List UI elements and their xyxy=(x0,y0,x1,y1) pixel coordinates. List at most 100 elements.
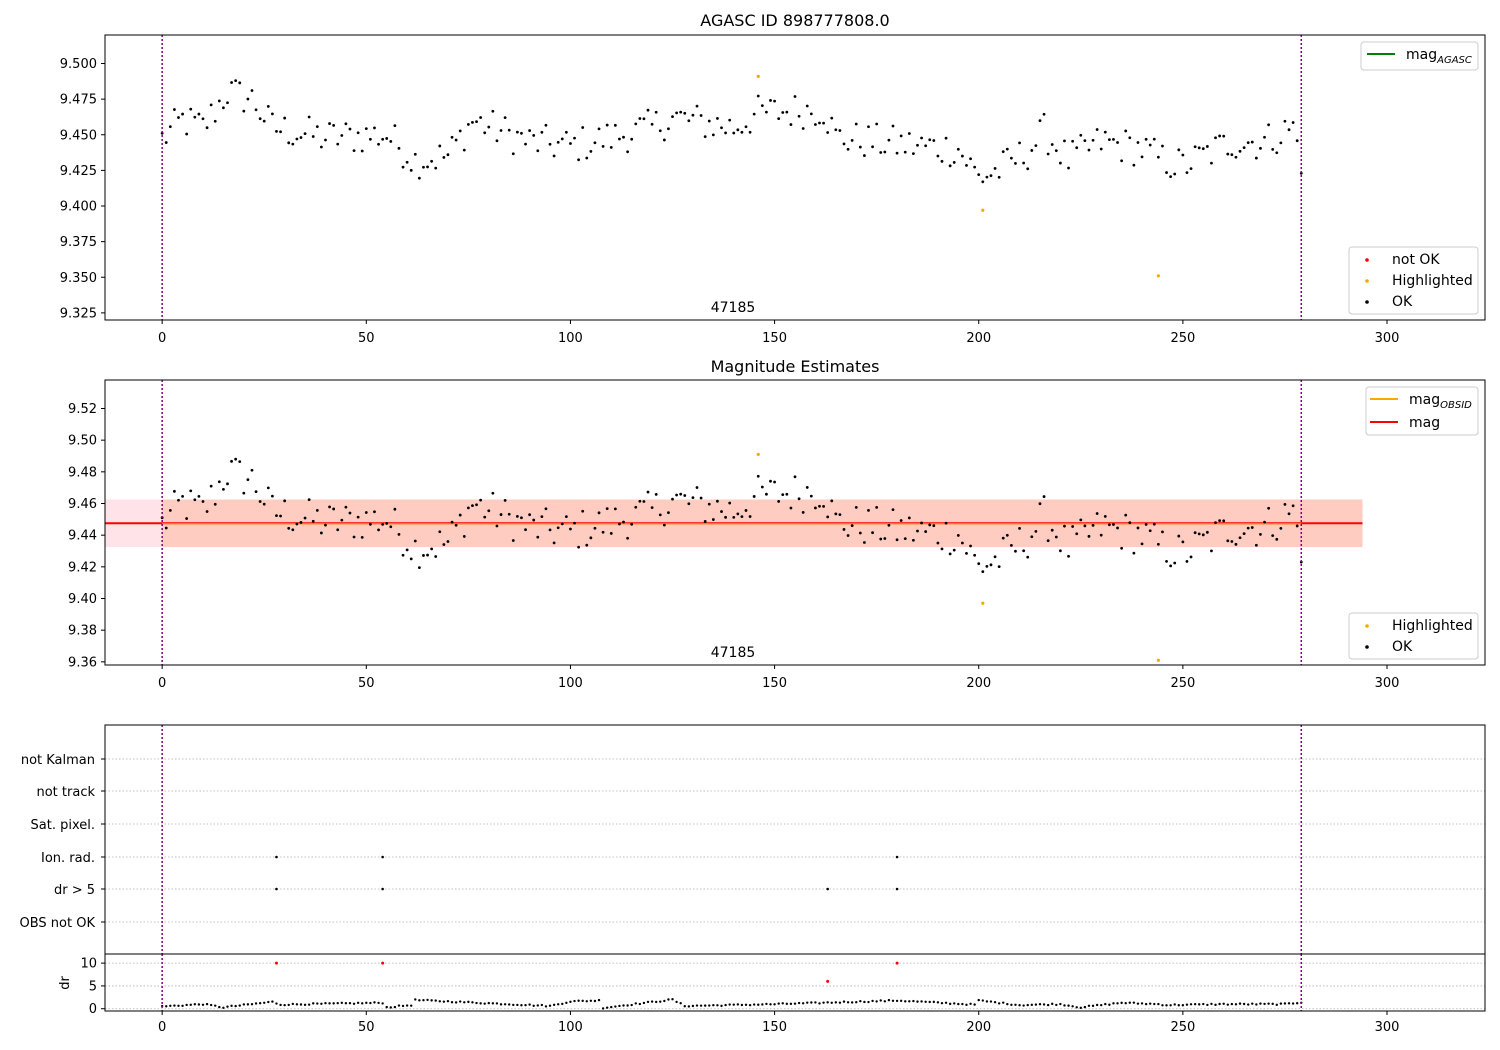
dr-point xyxy=(165,1005,168,1008)
ok-point xyxy=(450,520,454,524)
ok-point xyxy=(1173,172,1177,176)
ok-point xyxy=(691,496,695,500)
dr-point xyxy=(385,1005,388,1009)
dr-point xyxy=(1144,1002,1148,1006)
ok-point xyxy=(515,515,519,518)
x-tick-label: 0 xyxy=(158,1020,166,1035)
ok-point xyxy=(507,512,511,516)
ok-point xyxy=(1214,136,1217,140)
dr-point xyxy=(544,1005,548,1008)
ok-point xyxy=(846,534,850,537)
ok-point xyxy=(1242,532,1246,536)
ok-point xyxy=(495,524,499,528)
ok-point xyxy=(356,131,360,135)
dr-point xyxy=(356,1001,360,1005)
dr-point xyxy=(483,1002,486,1005)
ok-point xyxy=(834,128,838,132)
ok-point xyxy=(1071,139,1075,143)
ok-point xyxy=(1083,139,1087,143)
legend-not-ok-label: not OK xyxy=(1392,252,1440,268)
ok-point xyxy=(532,518,536,522)
ok-point xyxy=(846,147,850,151)
dr-point xyxy=(475,1001,478,1005)
ok-point xyxy=(936,541,940,545)
ok-point xyxy=(948,552,952,556)
dr-point xyxy=(1230,1002,1234,1006)
dr-point xyxy=(467,1000,470,1004)
ok-point xyxy=(1291,504,1295,508)
ok-point xyxy=(605,123,609,127)
dr-point xyxy=(667,998,670,1001)
legend2-ok-label: OK xyxy=(1392,639,1413,655)
dr-point xyxy=(222,1006,225,1009)
ok-point xyxy=(871,531,874,535)
dr-point xyxy=(512,1003,515,1007)
ok-point xyxy=(307,498,311,502)
ok-point xyxy=(956,147,960,151)
ok-point xyxy=(789,123,793,126)
dr-point xyxy=(1214,1003,1217,1007)
ok-point xyxy=(507,128,511,132)
ok-point xyxy=(434,555,438,558)
dr-point xyxy=(993,1001,997,1004)
dr-point xyxy=(1087,1004,1091,1007)
ok-point xyxy=(724,131,727,135)
ok-point xyxy=(536,535,540,539)
y-tick-label: 9.38 xyxy=(68,624,97,639)
dr-point xyxy=(703,1004,707,1007)
y-tick-label: 9.400 xyxy=(60,200,97,215)
dr-point xyxy=(271,1000,274,1003)
ok-point xyxy=(491,491,495,495)
ok-point xyxy=(756,94,760,98)
ok-point xyxy=(699,496,703,500)
ok-point xyxy=(577,545,581,549)
ok-point xyxy=(965,551,968,555)
ok-point xyxy=(662,138,666,142)
ok-point xyxy=(826,515,830,519)
ok-point xyxy=(720,126,723,130)
ok-point xyxy=(838,513,842,517)
ok-point xyxy=(850,138,854,142)
ok-point xyxy=(826,131,830,134)
ok-point xyxy=(773,480,776,484)
ok-point xyxy=(242,109,246,113)
ok-point xyxy=(503,498,507,502)
ok-point xyxy=(1116,141,1119,144)
dr-point xyxy=(1046,1003,1050,1007)
ok-point xyxy=(985,175,989,179)
dr-flagged-point xyxy=(895,961,899,965)
dr-point xyxy=(532,1004,535,1007)
dr-point xyxy=(785,1002,789,1006)
ok-point xyxy=(189,107,193,111)
dr-point xyxy=(454,1001,458,1004)
ok-point xyxy=(785,492,789,496)
dr-point xyxy=(389,1006,392,1009)
ok-point xyxy=(777,500,781,503)
dr-point xyxy=(1242,1002,1246,1006)
dr-point xyxy=(801,1002,805,1005)
y-tick-label: 9.44 xyxy=(68,529,97,544)
ok-point xyxy=(1295,524,1299,528)
magnitude-estimates-panel: Magnitude Estimates 9.36 9.38 9.40 9.42 9.44… xyxy=(68,357,1486,691)
dr-point xyxy=(459,1000,462,1003)
ok-point xyxy=(1291,121,1295,124)
y-tick-label: 5 xyxy=(89,979,97,994)
dr-point xyxy=(1067,1004,1070,1007)
dr-point xyxy=(520,1004,523,1007)
ok-point xyxy=(814,506,817,510)
ok-point xyxy=(254,108,258,112)
ok-point xyxy=(569,142,572,145)
dr-point xyxy=(965,1003,968,1007)
dr-point xyxy=(973,1003,976,1006)
ok-point xyxy=(1148,529,1152,533)
dr-point xyxy=(765,1002,768,1006)
x-tick-label: 200 xyxy=(966,331,991,346)
ok-point xyxy=(205,510,209,513)
dr-point xyxy=(422,999,425,1002)
panel1-legend-lines: magAGASC xyxy=(1360,41,1479,71)
ok-point xyxy=(989,563,993,567)
dr-point xyxy=(1055,1003,1058,1007)
ok-point xyxy=(193,115,197,119)
ok-point xyxy=(393,507,397,511)
ok-point xyxy=(185,517,189,520)
